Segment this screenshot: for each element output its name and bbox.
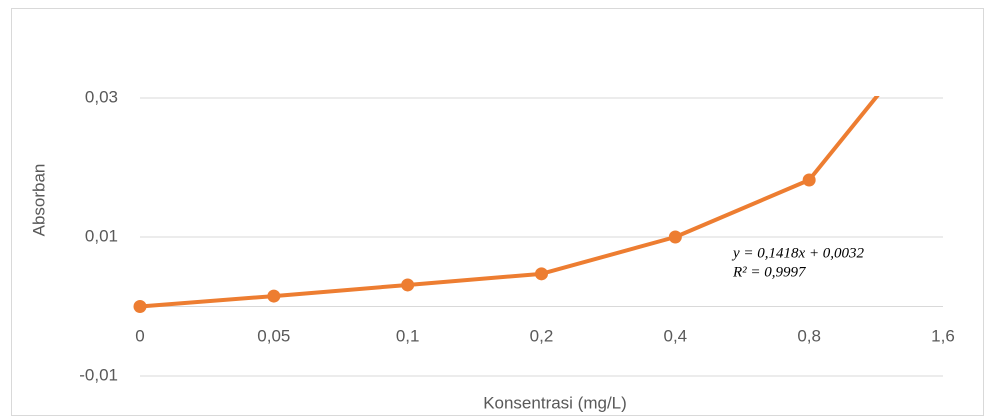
x-tick-label: 0,4 [664,326,688,345]
y-tick-label: -0,01 [79,365,118,384]
x-tick-label: 1,6 [931,326,955,345]
y-axis-title: Absorban [29,164,48,237]
x-axis-title: Konsentrasi (mg/L) [483,393,627,412]
data-point [133,300,147,313]
x-tick-label: 0 [135,326,144,345]
chart-border [11,8,984,416]
x-tick-label: 0,1 [396,326,420,345]
x-tick-label: 0,05 [257,326,290,345]
data-point [267,289,281,303]
data-point [535,267,548,281]
x-tick-label: 0,2 [530,326,554,345]
data-point [401,278,415,292]
y-tick-label: 0,03 [85,87,118,106]
data-point [802,173,816,187]
plot-area [133,96,880,313]
x-tick-label: 0,8 [797,326,821,345]
r-squared: R² = 0,9997 [732,264,807,280]
trendline-equation: y = 0,1418x + 0,0032 [731,245,865,261]
y-tick-label: 0,01 [85,226,118,245]
data-point [668,230,682,244]
